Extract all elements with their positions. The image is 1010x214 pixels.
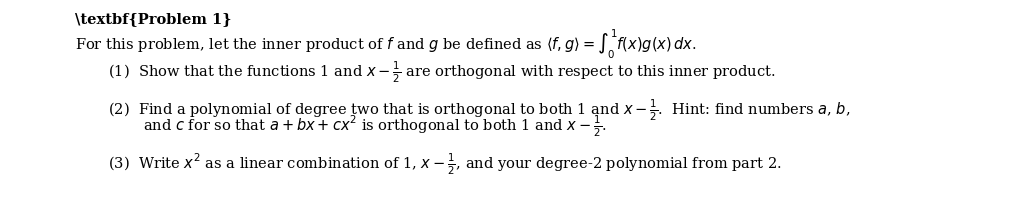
Text: For this problem, let the inner product of $f$ and $g$ be defined as $\langle f,: For this problem, let the inner product … [75, 28, 697, 61]
Text: (3)  Write $x^2$ as a linear combination of 1, $x - \frac{1}{2}$, and your degre: (3) Write $x^2$ as a linear combination … [108, 152, 782, 177]
Text: (1)  Show that the functions 1 and $x - \frac{1}{2}$ are orthogonal with respect: (1) Show that the functions 1 and $x - \… [108, 60, 776, 85]
Text: (2)  Find a polynomial of degree two that is orthogonal to both 1 and $x - \frac: (2) Find a polynomial of degree two that… [108, 98, 850, 123]
Text: and $c$ for so that $a + bx + cx^2$ is orthogonal to both 1 and $x - \frac{1}{2}: and $c$ for so that $a + bx + cx^2$ is o… [143, 114, 607, 139]
Text: \textbf{Problem 1}: \textbf{Problem 1} [75, 12, 231, 26]
